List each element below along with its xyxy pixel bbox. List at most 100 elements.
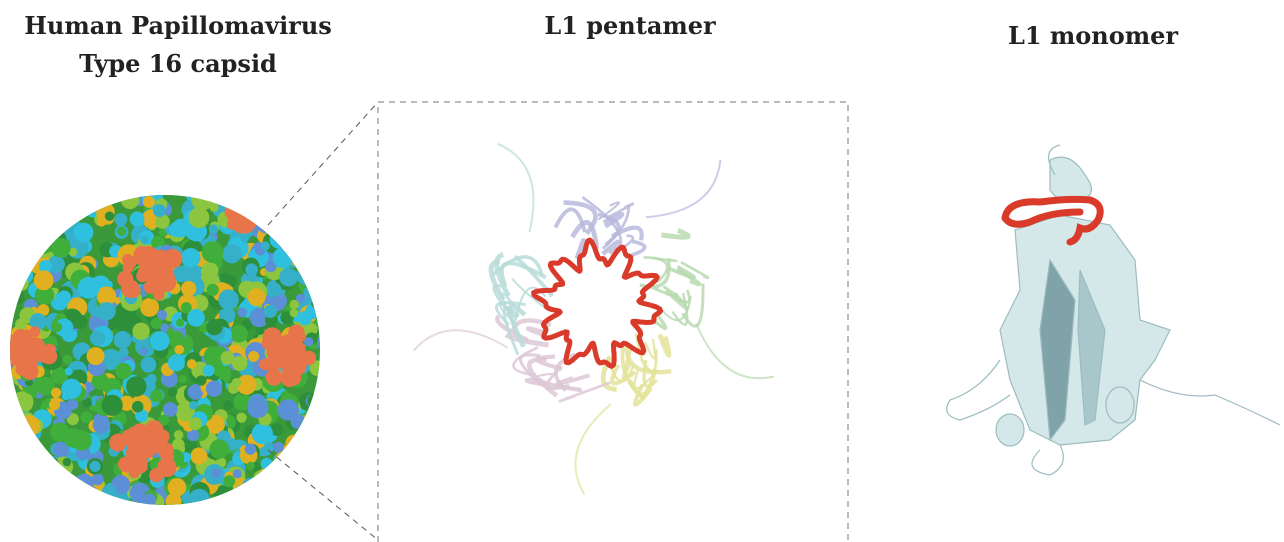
capsid-blob (269, 230, 288, 249)
capsid-blob (140, 235, 149, 244)
capsid-surface (10, 195, 320, 505)
capsid-blob (19, 204, 41, 226)
capsid-blob (70, 486, 81, 497)
pentamer (412, 142, 775, 496)
capsid-blob (312, 453, 320, 463)
capsid-blob (38, 259, 53, 274)
capsid-blob (117, 226, 127, 236)
capsid-blob (189, 400, 198, 410)
pentamer-ribbon (499, 261, 547, 287)
capsid-blob (188, 488, 210, 505)
pentamer-tail (574, 403, 612, 496)
pentamer-ribbon (519, 353, 543, 387)
capsid-blob (301, 207, 311, 218)
capsid-blob (150, 317, 163, 330)
capsid-blob (33, 237, 44, 248)
capsid-pentamer-patch (282, 362, 298, 378)
capsid-blob (171, 438, 185, 452)
capsid-blob (101, 394, 123, 416)
pentamer-ribbon (680, 260, 710, 280)
capsid-blob (218, 289, 239, 310)
capsid-blob (113, 330, 132, 349)
monomer-loop (1031, 444, 1064, 476)
capsid-blob (298, 274, 320, 297)
capsid-blob (306, 218, 315, 227)
capsid-blob (188, 207, 210, 229)
capsid-blob (57, 290, 72, 305)
capsid-blob (299, 434, 317, 452)
capsid-blob (172, 265, 189, 283)
capsid-blob (296, 265, 317, 286)
capsid-blob (13, 450, 24, 461)
capsid-blob (11, 239, 30, 258)
capsid-blob (206, 283, 219, 296)
capsid-blob (298, 230, 311, 243)
pentamer-ribbon (511, 277, 548, 311)
capsid-blob (291, 440, 301, 451)
capsid-pentamer-patch (126, 283, 141, 298)
capsid-blob (118, 395, 135, 411)
capsid-blob (149, 331, 170, 351)
capsid-blob (288, 498, 297, 505)
pentamer-ribbon (512, 346, 539, 377)
pentamer-ribbon (558, 381, 611, 403)
capsid-blob (118, 347, 129, 358)
capsid-blob (104, 211, 115, 222)
capsid-blob (266, 477, 281, 492)
capsid-blob (18, 422, 31, 436)
capsid-blob (33, 270, 54, 291)
capsid-blob (10, 472, 27, 495)
capsid-blob (33, 195, 46, 202)
capsid-blob (223, 475, 236, 488)
capsid-blob (272, 246, 294, 269)
capsid-blob (29, 450, 42, 463)
capsid-blob (23, 195, 38, 210)
capsid-blob (131, 400, 144, 413)
capsid-blob (140, 356, 157, 373)
capsid-blob (64, 367, 73, 376)
monomer-ribbon (1049, 156, 1092, 202)
capsid-blob (13, 210, 31, 229)
capsid-blob (34, 285, 55, 305)
capsid-blob (305, 221, 320, 239)
capsid-blob (142, 195, 155, 208)
panel-title: Type 16 capsid (79, 49, 277, 78)
capsid-blob (158, 228, 168, 238)
pentamer-ribbon (570, 219, 600, 250)
capsid-blob (196, 375, 207, 386)
capsid-blob (277, 399, 299, 421)
pentamer-ribbon (555, 373, 591, 387)
capsid-blob (17, 261, 29, 273)
capsid-blob (274, 460, 295, 482)
capsid-blob (275, 224, 289, 238)
capsid-blob (265, 260, 277, 273)
capsid-blob (310, 254, 320, 272)
capsid-blob (174, 344, 184, 355)
capsid-blob (16, 455, 34, 474)
capsid-blob (173, 430, 184, 440)
capsid-blob (40, 470, 59, 489)
capsid-blob (263, 304, 277, 318)
capsid-blob (286, 195, 309, 210)
zoom-line (267, 101, 379, 226)
pentamer-ribbon (667, 265, 696, 280)
capsid-blob (276, 200, 294, 218)
capsid-blob (120, 195, 140, 210)
capsid-blob (307, 451, 319, 463)
capsid-blob (300, 250, 316, 267)
capsid-blob (16, 433, 33, 450)
capsid-pentamer-patch (162, 248, 183, 269)
capsid-blob (284, 493, 299, 505)
capsid-blob (178, 406, 190, 418)
capsid-blob (14, 277, 29, 291)
capsid-blob (209, 439, 230, 459)
capsid-blob (294, 195, 303, 201)
capsid-blob (39, 242, 51, 254)
capsid-blob (239, 484, 258, 503)
capsid-blob (186, 359, 197, 369)
monomer-strand (1039, 258, 1076, 442)
capsid-blob (97, 302, 116, 321)
capsid-blob (303, 234, 319, 251)
capsid-blob (201, 241, 224, 263)
capsid-blob (72, 314, 88, 330)
